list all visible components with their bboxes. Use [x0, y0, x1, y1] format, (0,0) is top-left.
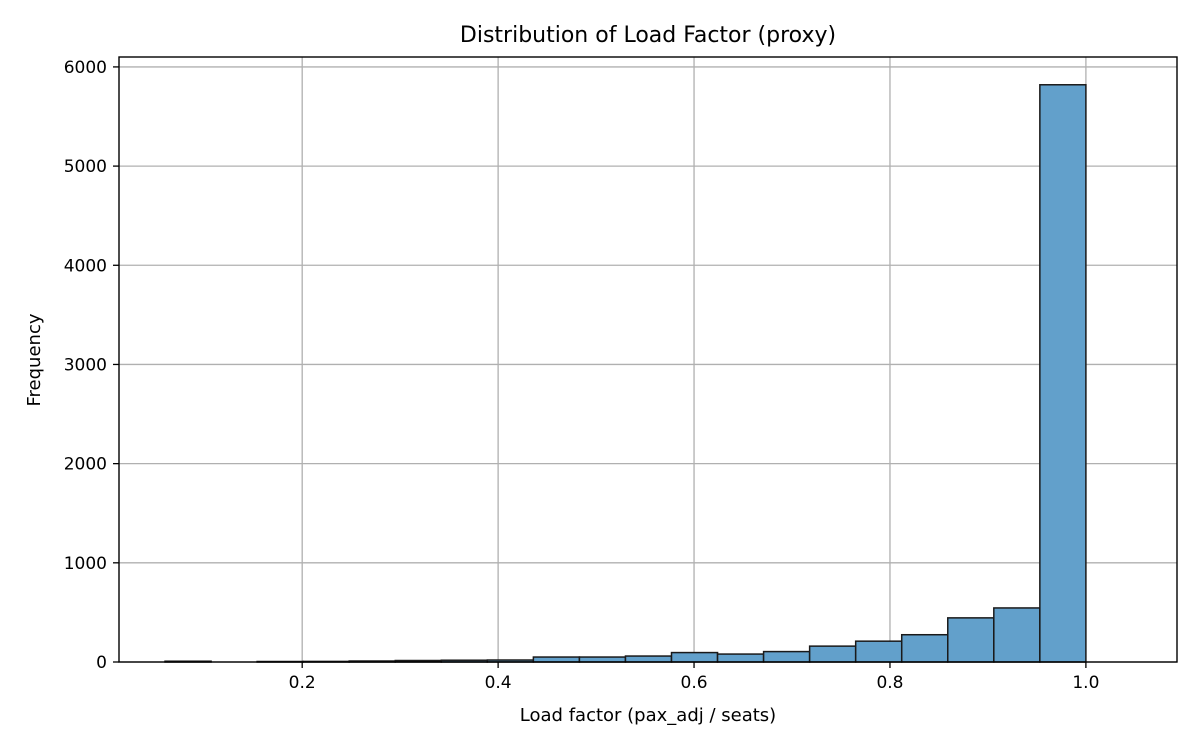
histogram-bar	[993, 607, 1041, 663]
x-tick-label: 0.8	[876, 673, 903, 693]
histogram-bar	[762, 650, 811, 663]
x-tick-label: 1.0	[1072, 673, 1099, 693]
x-axis-label: Load factor (pax_adj / seats)	[520, 705, 776, 726]
histogram-bar	[532, 656, 581, 663]
y-axis-label: Frequency	[24, 313, 45, 406]
plot-frame	[118, 56, 1178, 663]
x-tick-label: 0.4	[485, 673, 512, 693]
histogram-bar	[808, 645, 857, 663]
y-tick-label: 2000	[64, 455, 107, 475]
histogram-bar	[854, 640, 903, 663]
y-tick-label: 6000	[64, 58, 107, 78]
histogram-bar	[947, 617, 995, 663]
histogram-bar	[670, 651, 719, 663]
histogram-bar	[716, 653, 765, 663]
y-tick-label: 4000	[64, 256, 107, 276]
grid	[119, 57, 1177, 663]
histogram-bar	[578, 656, 627, 663]
histogram-bar	[624, 655, 673, 663]
x-tick-label: 0.2	[289, 673, 316, 693]
chart-title: Distribution of Load Factor (proxy)	[460, 23, 836, 48]
y-tick-label: 5000	[64, 157, 107, 177]
axis-ticks: 0.2 0.4 0.6 0.8 1.0 0 1000 2000 3000 4000 5000 6000	[64, 58, 1100, 693]
y-tick-label: 0	[96, 653, 107, 673]
y-tick-label: 1000	[64, 554, 107, 574]
x-tick-label: 0.6	[681, 673, 708, 693]
histogram-bar	[900, 633, 949, 663]
y-tick-label: 3000	[64, 355, 107, 375]
histogram-bar	[1039, 84, 1087, 663]
histogram-bars	[164, 84, 1087, 663]
